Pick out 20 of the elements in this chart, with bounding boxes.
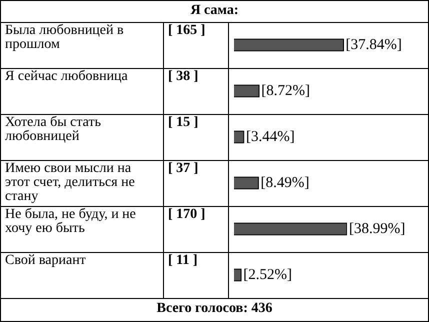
text: Всего голосов: 436 bbox=[0, 298, 429, 322]
data-label: [8.72%] bbox=[261, 82, 310, 99]
chart-title: Я сама: bbox=[0, 0, 429, 23]
text: [ 15 ] bbox=[163, 114, 229, 161]
y-tick-label: Свой вариант bbox=[0, 252, 164, 299]
data-label: [3.44%] bbox=[246, 128, 295, 145]
y-tick-label: Имею свои мысли на этот счет, делиться не стану bbox=[0, 160, 164, 207]
text: [ 38 ] bbox=[163, 68, 229, 115]
text: [ 170 ] bbox=[163, 206, 229, 253]
text: [ 11 ] bbox=[163, 252, 229, 299]
data-label: [38.99%] bbox=[349, 220, 406, 237]
y-tick-label: Была любовницей в прошлом bbox=[0, 22, 164, 69]
y-tick-label: Я сейчас любовница bbox=[0, 68, 164, 115]
y-tick-label: Хотела бы стать любовницей bbox=[0, 114, 164, 161]
data-label: [37.84%] bbox=[346, 36, 402, 53]
data-label: [8.49%] bbox=[260, 174, 310, 191]
text: [ 37 ] bbox=[163, 160, 229, 207]
y-tick-label: Не была, не буду, и не хочу ею быть bbox=[0, 206, 164, 253]
text: [ 165 ] bbox=[163, 22, 229, 69]
data-label: [2.52%] bbox=[243, 266, 292, 283]
